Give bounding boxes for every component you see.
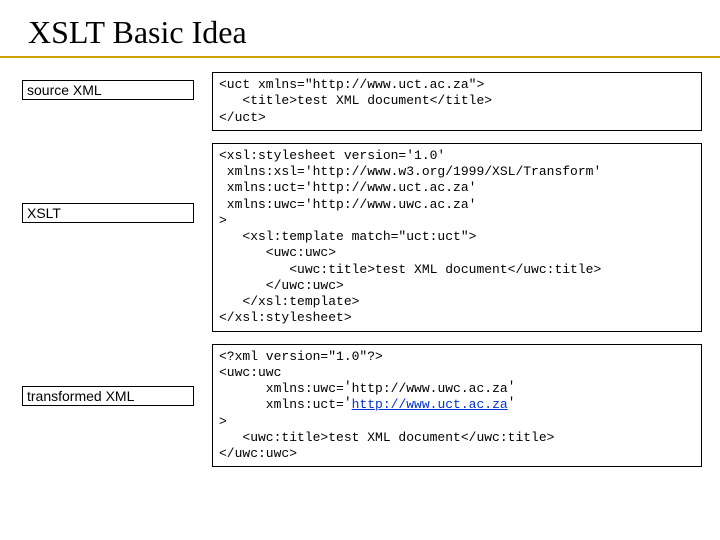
row-source-xml: source XML <uct xmlns="http://www.uct.ac… xyxy=(22,72,702,131)
label-source-xml: source XML xyxy=(22,80,194,100)
page-title: XSLT Basic Idea xyxy=(0,0,720,57)
label-transformed-xml: transformed XML xyxy=(22,386,194,406)
code-source-xml: <uct xmlns="http://www.uct.ac.za"> <titl… xyxy=(212,72,702,131)
title-underline xyxy=(0,56,720,58)
row-transformed-xml: transformed XML <?xml version="1.0"?> <u… xyxy=(22,344,702,468)
row-xslt: XSLT <xsl:stylesheet version='1.0' xmlns… xyxy=(22,143,702,332)
code-transformed-xml: <?xml version="1.0"?> <uwc:uwc xmlns:uwc… xyxy=(212,344,702,468)
code-xslt: <xsl:stylesheet version='1.0' xmlns:xsl=… xyxy=(212,143,702,332)
content-area: source XML <uct xmlns="http://www.uct.ac… xyxy=(22,72,702,479)
label-xslt: XSLT xyxy=(22,203,194,223)
